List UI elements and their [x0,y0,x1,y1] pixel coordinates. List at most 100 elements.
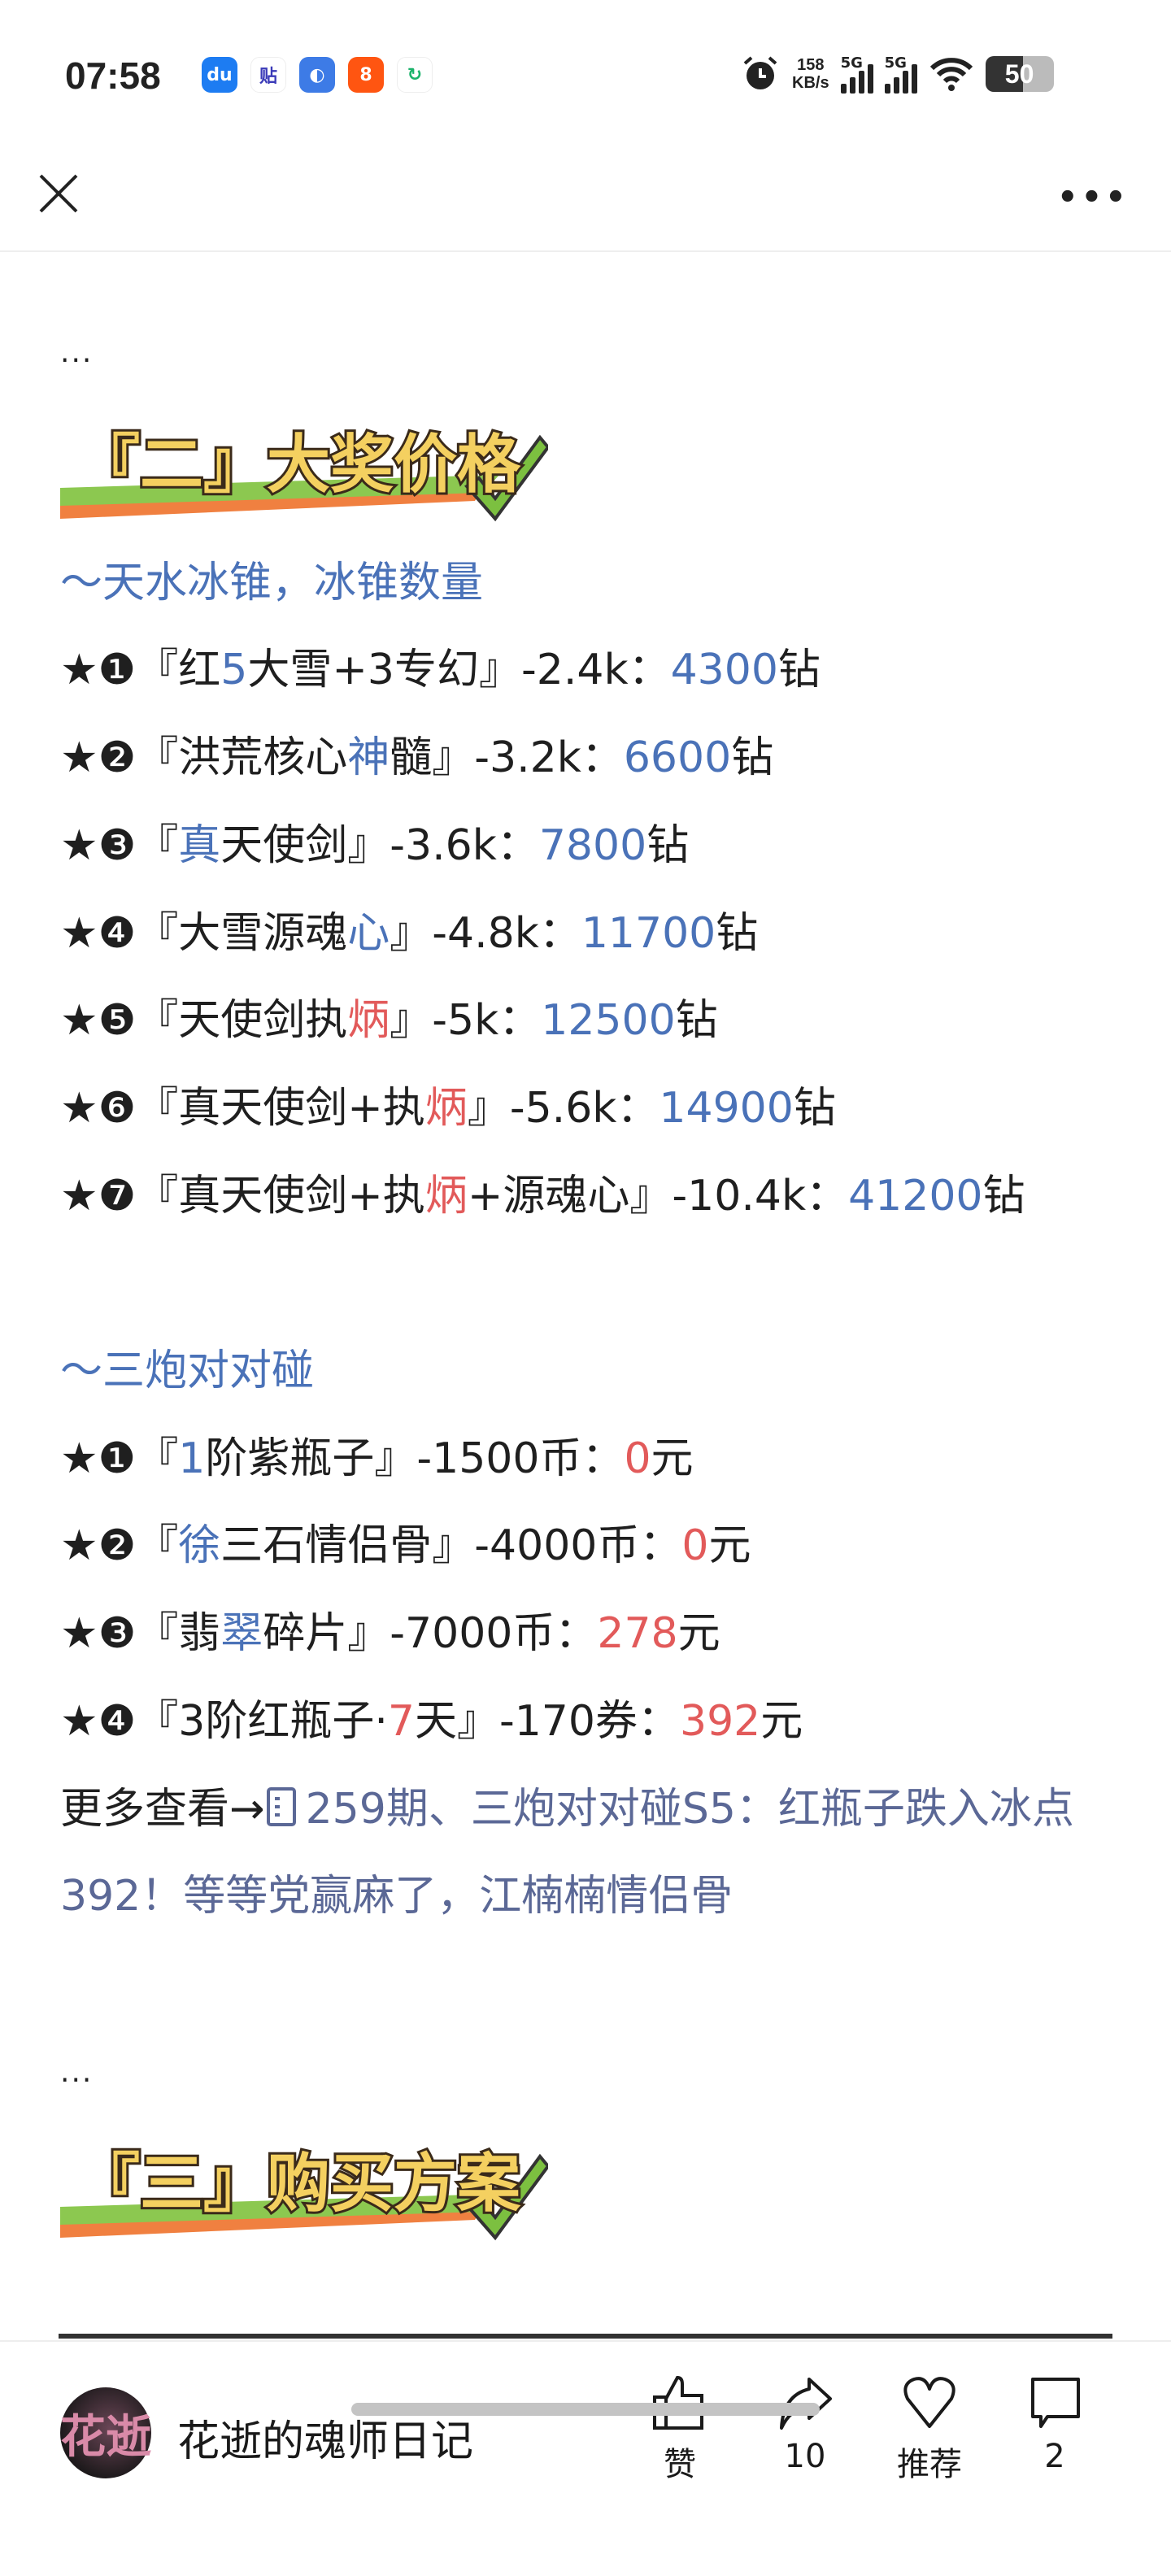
battery-indicator: 50 [985,56,1054,92]
price-item-segment: 14900 [659,1083,794,1133]
price-item-segment: 钻 [646,820,690,870]
price-item-segment: 元 [760,1696,803,1746]
price-item-segment: 0 [624,1434,651,1483]
price-item-segment: ★❸『翡 [60,1609,221,1659]
document-icon [266,1786,296,1826]
top-nav: ••• [0,154,1171,252]
ellipsis: ... [60,336,94,369]
price-item-segment: 392 [679,1696,761,1746]
price-item: ★❷『洪荒核心神髓』-3.2k：6600钻 [60,715,1117,803]
price-item-segment: 』-5k： [390,996,542,1046]
banner-title: 『三』购买方案 [76,2147,521,2221]
price-item-segment: 真 [178,820,221,870]
price-item-segment: 天使剑』-3.6k： [220,820,539,870]
price-item-segment: 11700 [581,908,716,958]
price-item-segment: 278 [597,1609,678,1659]
section-title: ～三炮对对碰 [60,1347,315,1396]
price-item-segment: 钻 [982,1171,1025,1221]
signal-icon: 5G [840,54,873,94]
price-item: ★❼『真天使剑+执炳+源魂心』-10.4k：41200钻 [60,1153,1117,1241]
price-item-segment: ★❻『真天使剑+执 [60,1083,425,1133]
price-item-segment: ★❷『洪荒核心 [60,733,348,783]
author-name[interactable]: 花逝的魂师日记 [177,2417,474,2466]
signal-icon: 5G [884,54,917,94]
price-item: ★❸『翡翠碎片』-7000币：278元 [60,1590,1117,1678]
home-indicator[interactable] [351,2403,820,2416]
price-item-segment: 髓』-3.2k： [390,733,624,783]
price-item-segment: 钻 [793,1083,836,1133]
price-item-segment: 徐 [178,1521,221,1571]
price-item-segment: ★❹『大雪源魂 [60,908,348,958]
price-item-segment: 7 [387,1696,415,1746]
price-item-segment: 炳 [424,1083,468,1133]
refresh-icon: ↻ [397,57,433,93]
price-item-segment: ★❼『真天使剑+执 [60,1171,425,1221]
price-item-segment: 7800 [538,820,647,870]
wifi-icon [929,58,973,91]
article-link[interactable]: 259期、三炮对对碰S5：红瓶子跌入冰点392！等等党赢麻了，江楠楠情侣骨 [60,1784,1074,1921]
price-item: ★❸『真天使剑』-3.6k：7800钻 [60,803,1117,890]
close-icon[interactable] [36,171,81,216]
price-item-segment: 元 [708,1521,751,1571]
alarm-icon [743,56,777,89]
price-item-segment: 钻 [716,908,759,958]
more-prefix: 更多查看→ [60,1784,265,1834]
price-item-segment: 5 [220,646,248,695]
price-item-segment: 大雪+3专幻』-2.4k： [247,646,671,695]
price-item-segment: 钻 [731,733,774,783]
price-item-segment: 钻 [675,996,718,1046]
price-item-segment: 天』-170券： [414,1696,680,1746]
status-bar: 07:58 du 贴 ◐ 8 ↻ 158 KB/s 5G 5G 50 [0,0,1171,154]
price-item-segment: 钻 [777,646,821,695]
comment-button[interactable]: 2 [1014,2374,1095,2475]
price-item-segment: 神 [347,733,390,783]
price-item: ★❹『3阶红瓶子·7天』-170券：392元 [60,1678,1117,1766]
price-item-segment: 元 [677,1609,720,1659]
tieba-icon: 贴 [250,57,286,93]
comment-icon [1031,2378,1080,2428]
price-item: ★❹『大雪源魂心』-4.8k：11700钻 [60,890,1117,978]
price-item-segment: 0 [681,1521,709,1571]
price-item: ★❺『天使剑执炳』-5k：12500钻 [60,977,1117,1065]
price-item-segment: ★❹『3阶红瓶子· [60,1696,388,1746]
price-item-segment: 炳 [347,996,390,1046]
price-item-segment: 翠 [220,1609,263,1659]
article-body: ... 『二』大奖价格 ～天水冰锥，冰锥数量 ★❶『红5大雪+3专幻』-2.4k… [60,309,1117,2259]
price-item-segment: 炳 [424,1171,468,1221]
ellipsis: ... [60,2055,94,2089]
price-item-segment: ★❺『天使剑执 [60,996,348,1046]
more-icon[interactable]: ••• [1057,179,1130,216]
more-link-line: 更多查看→ 259期、三炮对对碰S5：红瓶子跌入冰点392！等等党赢麻了，江楠楠情… [60,1766,1117,1941]
price-item: ★❻『真天使剑+执炳』-5.6k：14900钻 [60,1065,1117,1153]
bottom-bar: 花逝 花逝的魂师日记 赞 10 推荐 2 [0,2340,1171,2576]
price-item-segment: 』-4.8k： [390,908,581,958]
divider [59,2334,1112,2339]
price-item-segment: 41200 [848,1171,983,1221]
price-item: ★❷『徐三石情侣骨』-4000币：0元 [60,1503,1117,1590]
price-item: ★❶『红5大雪+3专幻』-2.4k：4300钻 [60,627,1117,715]
section-title: ～天水冰锥，冰锥数量 [60,558,484,607]
du-icon: du [202,57,237,93]
section-banner: 『二』大奖价格 [60,397,1117,540]
avatar[interactable]: 花逝 [60,2387,151,2478]
notification-icons: du 贴 ◐ 8 ↻ [202,57,433,93]
price-item-segment: ★❷『 [60,1521,179,1571]
thumbs-up-icon [653,2375,703,2430]
clock: 07:58 [65,54,161,97]
share-button[interactable]: 10 [764,2374,846,2475]
price-item-segment: 6600 [623,733,732,783]
price-item-segment: ★❶『 [60,1434,179,1483]
price-list: ★❶『红5大雪+3专幻』-2.4k：4300钻 ★❷『洪荒核心神髓』-3.2k：6… [60,627,1117,1240]
price-item-segment: 4300 [670,646,778,695]
browser-icon: ◐ [299,57,335,93]
recommend-button[interactable]: 推荐 [889,2374,970,2485]
price-item-segment: +源魂心』-10.4k： [467,1171,849,1221]
price-item: ★❶『1阶紫瓶子』-1500币：0元 [60,1416,1117,1503]
heart-icon [903,2377,956,2428]
price-item-segment: 1 [178,1434,206,1483]
network-speed: 158 KB/s [792,56,829,92]
banner-title: 『二』大奖价格 [76,429,521,502]
like-button[interactable]: 赞 [639,2374,720,2485]
price-item-segment: 阶紫瓶子』-1500币： [205,1434,625,1483]
price-item-segment: 三石情侣骨』-4000币： [220,1521,682,1571]
